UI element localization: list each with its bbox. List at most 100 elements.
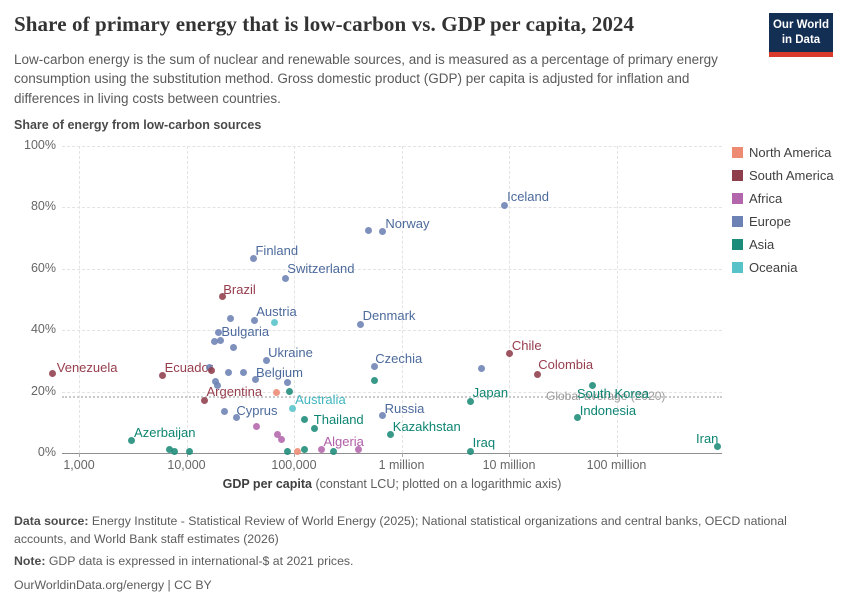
point[interactable] xyxy=(310,424,318,432)
point-venezuela[interactable] xyxy=(49,370,57,378)
owid-logo-line1: Our World xyxy=(772,19,829,32)
point[interactable] xyxy=(216,336,224,344)
label-iceland[interactable]: Iceland xyxy=(507,188,549,204)
x-tick-label: 1,000 xyxy=(63,458,95,472)
label-ukraine[interactable]: Ukraine xyxy=(268,344,313,360)
point[interactable] xyxy=(226,314,234,322)
legend-label: Oceania xyxy=(749,260,798,275)
point-belgium[interactable] xyxy=(251,375,259,383)
point[interactable] xyxy=(301,446,309,454)
legend-item-africa[interactable]: Africa xyxy=(732,191,834,206)
point[interactable] xyxy=(283,447,291,455)
point[interactable] xyxy=(478,364,486,372)
point[interactable] xyxy=(278,435,286,443)
label-argentina[interactable]: Argentina xyxy=(206,384,263,400)
point-australia[interactable] xyxy=(288,404,296,412)
label-czechia[interactable]: Czechia xyxy=(375,351,423,367)
point-russia[interactable] xyxy=(379,412,387,420)
point[interactable] xyxy=(370,377,378,385)
label-chile[interactable]: Chile xyxy=(511,338,542,354)
legend-item-oceania[interactable]: Oceania xyxy=(732,260,834,275)
label-south-korea[interactable]: South Korea xyxy=(576,385,650,401)
point-finland[interactable] xyxy=(249,255,257,263)
point-ecuador[interactable] xyxy=(159,371,167,379)
label-iran[interactable]: Iran xyxy=(696,430,719,446)
point[interactable] xyxy=(273,431,281,439)
point[interactable] xyxy=(212,378,220,386)
x-gridline xyxy=(401,146,403,453)
point-iraq[interactable] xyxy=(467,447,475,455)
label-denmark[interactable]: Denmark xyxy=(362,308,416,324)
point-iran[interactable] xyxy=(713,443,721,451)
point-algeria[interactable] xyxy=(317,445,325,453)
label-finland[interactable]: Finland xyxy=(255,242,299,258)
point[interactable] xyxy=(364,227,372,235)
label-cyprus[interactable]: Cyprus xyxy=(236,402,278,418)
point-ukraine[interactable] xyxy=(262,357,270,365)
label-brazil[interactable]: Brazil xyxy=(223,281,256,297)
point-brazil[interactable] xyxy=(218,293,226,301)
point[interactable] xyxy=(354,445,362,453)
label-azerbaijan[interactable]: Azerbaijan xyxy=(134,424,196,440)
point-bulgaria[interactable] xyxy=(214,328,222,336)
label-switzerland[interactable]: Switzerland xyxy=(287,261,355,276)
point-austria[interactable] xyxy=(250,317,258,325)
label-russia[interactable]: Russia xyxy=(384,400,425,416)
label-colombia[interactable]: Colombia xyxy=(538,357,594,373)
point[interactable] xyxy=(185,448,193,456)
point-kazakhstan[interactable] xyxy=(387,431,395,439)
owid-logo[interactable]: Our World in Data xyxy=(769,13,833,57)
point[interactable] xyxy=(171,448,179,456)
point-japan[interactable] xyxy=(467,397,475,405)
point[interactable] xyxy=(272,389,280,397)
label-ecuador[interactable]: Ecuador xyxy=(164,360,214,376)
label-venezuela[interactable]: Venezuela xyxy=(56,359,118,375)
point-switzerland[interactable] xyxy=(281,274,289,282)
point[interactable] xyxy=(329,447,337,455)
label-belgium[interactable]: Belgium xyxy=(256,365,303,380)
point[interactable] xyxy=(294,448,302,456)
point[interactable] xyxy=(253,423,260,431)
point[interactable] xyxy=(271,319,279,327)
point-indonesia[interactable] xyxy=(574,414,582,422)
label-japan[interactable]: Japan xyxy=(472,385,509,401)
point[interactable] xyxy=(208,367,216,375)
point[interactable] xyxy=(210,338,218,346)
point-south-korea[interactable] xyxy=(589,382,597,390)
label-indonesia[interactable]: Indonesia xyxy=(579,402,637,418)
point-argentina[interactable] xyxy=(200,396,208,404)
y-gridline-100 xyxy=(62,146,722,147)
point-norway[interactable] xyxy=(378,228,386,236)
point[interactable] xyxy=(229,343,237,351)
license-link[interactable]: OurWorldinData.org/energy | CC BY xyxy=(14,578,212,593)
point[interactable] xyxy=(286,388,294,396)
label-algeria[interactable]: Algeria xyxy=(323,434,364,449)
point[interactable] xyxy=(233,413,241,421)
point-azerbaijan[interactable] xyxy=(127,437,135,445)
point[interactable] xyxy=(224,369,232,377)
legend-item-asia[interactable]: Asia xyxy=(732,237,834,252)
point-denmark[interactable] xyxy=(357,320,365,328)
x-gridline xyxy=(616,146,618,453)
label-austria[interactable]: Austria xyxy=(256,303,297,319)
legend-item-south-america[interactable]: South America xyxy=(732,168,834,183)
point[interactable] xyxy=(165,445,173,453)
x-axis-title: GDP per capita (constant LCU; plotted on… xyxy=(62,477,722,491)
point-czechia[interactable] xyxy=(370,362,378,370)
label-kazakhstan[interactable]: Kazakhstan xyxy=(392,418,461,434)
label-iraq[interactable]: Iraq xyxy=(472,435,496,450)
point[interactable] xyxy=(283,379,291,387)
label-australia[interactable]: Australia xyxy=(295,392,346,408)
point-cyprus[interactable] xyxy=(220,408,228,416)
legend-item-europe[interactable]: Europe xyxy=(732,214,834,229)
legend-item-north-america[interactable]: North America xyxy=(732,145,834,160)
point[interactable] xyxy=(214,382,222,390)
label-thailand[interactable]: Thailand xyxy=(313,412,364,428)
point[interactable] xyxy=(239,369,247,377)
point-chile[interactable] xyxy=(506,349,514,357)
label-norway[interactable]: Norway xyxy=(385,215,430,231)
label-bulgaria[interactable]: Bulgaria xyxy=(221,324,270,340)
point-thailand[interactable] xyxy=(301,415,309,423)
point-colombia[interactable] xyxy=(533,370,541,378)
point-iceland[interactable] xyxy=(500,202,508,210)
